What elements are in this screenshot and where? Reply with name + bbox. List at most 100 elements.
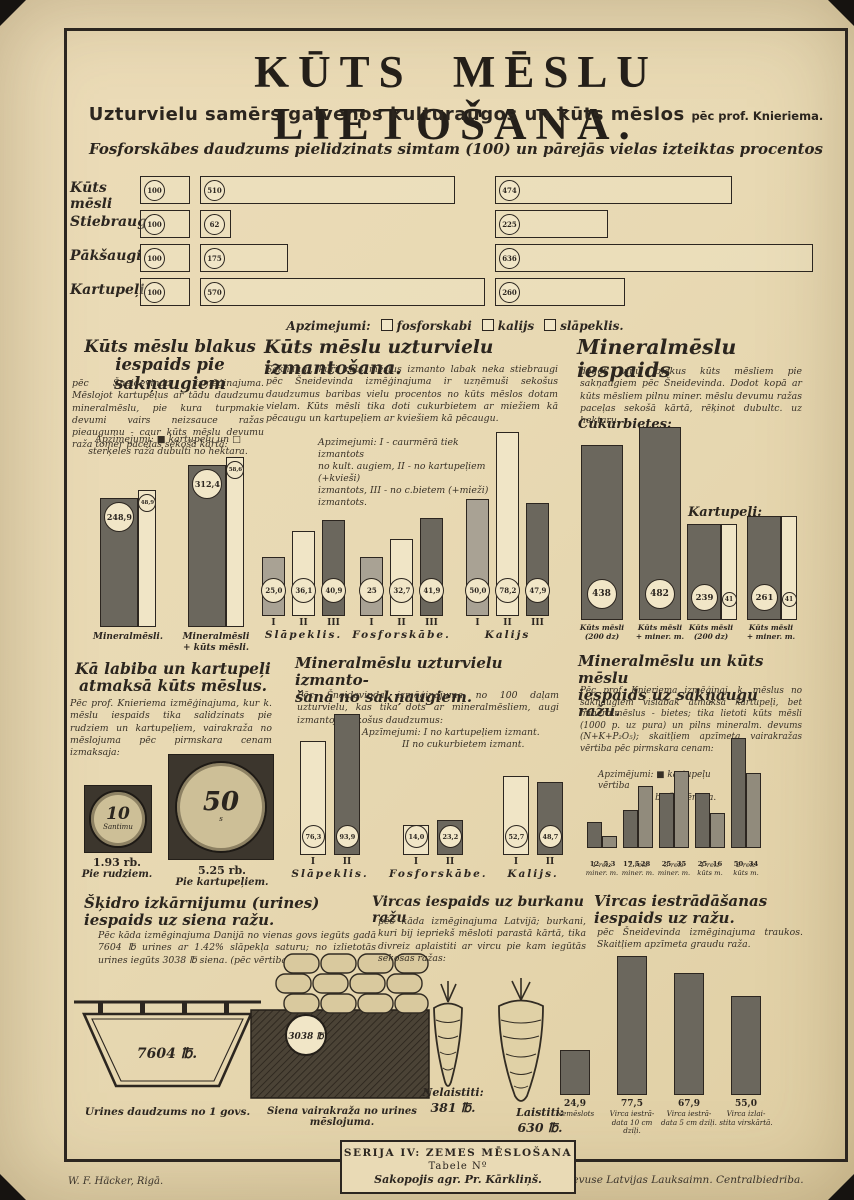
section-body: Sakņaugi, kuri kūts mēslus izmanto labak… [266, 364, 558, 425]
bar: 48,9 [138, 489, 157, 627]
bar: 23,2 [437, 820, 463, 855]
value-box-fosforskabi: 100 [140, 278, 190, 306]
caption-line: 3 reiz [664, 861, 684, 869]
value-circle: 636 [499, 247, 520, 269]
section-body: Pēc prof. Knieriema izmēģinajuma, kur k.… [70, 698, 272, 759]
value-circle: 100 [144, 281, 165, 303]
bar-value-circle: 36,1 [291, 578, 317, 603]
page-title: KŪTS MĒSLU LIETOŠANA. [254, 47, 658, 149]
caption-line: + miner. m. [635, 631, 685, 641]
bar-value-circle: 58,6 [226, 460, 245, 479]
carrots-drawing [433, 978, 544, 1102]
coin-face-value: 10 [106, 804, 130, 825]
bars-area: 76,3 I 93,9 II Slāpeklis. 14,0 I 23,2 II Fosforsk… [291, 700, 565, 880]
value-circle: 474 [499, 179, 520, 201]
heading-line: iespaids pie sakņaugiem [114, 355, 226, 393]
bar: 32,7 [389, 539, 415, 616]
bar [674, 972, 704, 1095]
group-label: Slāpeklis. [264, 629, 343, 641]
bar-value-labels: 50 34 [731, 851, 761, 870]
caption-line: (200 dz) [584, 631, 620, 641]
group-label: Fosforskābe. [352, 629, 451, 641]
top-chart-legend: Apzimejumi: fosforskabi kalijs slāpeklis. [220, 319, 690, 333]
bar-group-caption: 3 reiz miner. m. [655, 861, 693, 877]
manure-side-effect-chart: 248,9 48,9 312,4 58,6 Mineralmēsli. Mineralm… [70, 452, 285, 667]
bar: 248,9 [100, 497, 138, 627]
coin-label: Pie rudziem. [81, 869, 153, 881]
carrot-label-value: 381 ℔. [430, 1099, 476, 1115]
bar [710, 812, 725, 848]
caption-line: miner. m. [621, 869, 655, 878]
bar [587, 821, 602, 848]
bar-roman-label: I [513, 857, 519, 867]
stamp-line: Tabele Nº [428, 1160, 488, 1172]
section-heading: Kūts mēslu blakus iespaids pie sakņaugie… [66, 337, 274, 393]
carrot-label-name: Laistiti: [516, 1106, 564, 1119]
caption-line: Kūts mēsli [579, 623, 625, 632]
caption-line: Virca izlai- [726, 1109, 766, 1118]
slurry-incorporation-chart: 24,9 Nemēslots 77,5 Virca iestrā-data 10 cm… [548, 948, 803, 1158]
bar [731, 996, 761, 1095]
bars-area: 25,0 I 36,1 II 40,9 III Slāpeklis. 25 I 32,7 II 41,… [260, 424, 560, 641]
heading-line: Mineralmēslu uzturvielu izmanto- [295, 654, 503, 689]
bar [695, 793, 710, 848]
bars-area [585, 733, 803, 848]
caption-line: kūts m. [733, 869, 759, 878]
legend-label: kalijs [497, 319, 535, 333]
section-legend: Apzīmejumi: I no kartupeļiem izmant. II … [362, 727, 560, 751]
value-box-slāpeklis: 225 [495, 210, 608, 238]
legend-line: Apzimējumi: ■ kartupeļu vērtiba [598, 770, 711, 792]
group-label: Kalijs [484, 629, 531, 641]
coin-caption: 1.93 rb. Pie rudziem. [68, 856, 166, 881]
legend-swatch-icon [380, 319, 393, 331]
large-coin-image: 50 s [168, 754, 274, 860]
value-box-fosforskabi: 100 [140, 176, 190, 204]
caption-line: (200 dz) [693, 631, 729, 641]
value-box-fosforskabi: 100 [140, 210, 190, 238]
bar-value-circle: 50,0 [465, 578, 491, 603]
publisher-credit: Izdevuse Latvijas Lauksaimn. Centralbied… [556, 1174, 804, 1186]
heading-line: Kā labiba un kartupeļi [75, 659, 271, 678]
bar: 58,6 [226, 456, 245, 627]
page-subtitle: Uzturvielu samērs galvenos kulturaugos u… [64, 104, 848, 125]
bar [602, 836, 617, 848]
caption-line: miner. m. [585, 869, 619, 878]
scan-corner [0, 1174, 26, 1200]
bar-caption: Virca iestrā-data 10 cm dziļi. [604, 1109, 660, 1136]
bar: 482 [639, 427, 681, 620]
coin-face-value: 50 [202, 787, 240, 818]
bar-roman-label: I [271, 618, 276, 628]
bar-value: 16 [712, 860, 723, 868]
group-label: Fosforskābe. [389, 868, 488, 880]
bar-value-circle: 482 [644, 579, 675, 609]
bar-group-caption: 1 reiz miner. m. [583, 861, 621, 877]
scan-corner [0, 0, 26, 26]
legend-line: Apzimejumi: I - caurmērā tiek izmantots [318, 437, 459, 461]
bar-caption: Virca izlai-stita virskārtā. [718, 1109, 774, 1127]
section-body: dodot viņu blakus kūts mēsliem pie sakņa… [580, 366, 802, 427]
bar-roman-label: III [425, 618, 438, 628]
bar-roman-label: III [327, 618, 340, 628]
bar-value-circle: 41 [721, 592, 737, 607]
bar-value-circle: 248,9 [104, 501, 135, 532]
bar: 25,0 [261, 557, 287, 616]
caption-line: kūts m. [697, 869, 723, 878]
bar-roman-label: I [413, 857, 419, 867]
bar-value: 50 [733, 860, 744, 868]
value-box-slāpeklis: 260 [495, 278, 625, 306]
caption-line: Virca iestrā- [609, 1109, 655, 1118]
section-body: Pēc prof. Knieriema izmēģinaj. k. mēslus… [580, 686, 802, 755]
caption-line: Virca iestrā- [666, 1109, 712, 1118]
bar-group-caption: 1 reiz kūts m. [691, 861, 729, 877]
caption-line: 1 reiz [592, 861, 612, 869]
bar [638, 786, 653, 848]
bar-value: 35 [676, 860, 687, 868]
bar-roman-label: II [445, 857, 455, 867]
bar: 48,7 [537, 781, 563, 855]
stamp-line: SERIJA IV: ZEMES MĒSLOŠANA [343, 1146, 573, 1159]
caption-line: Kūts mēsli [637, 623, 683, 632]
caption-line: 2 reiz [628, 861, 648, 869]
small-coin-image: 10 Santimu [84, 785, 152, 853]
bar-caption: Kūts mēsli (200 dz) [574, 623, 630, 642]
value-circle: 570 [204, 281, 225, 303]
